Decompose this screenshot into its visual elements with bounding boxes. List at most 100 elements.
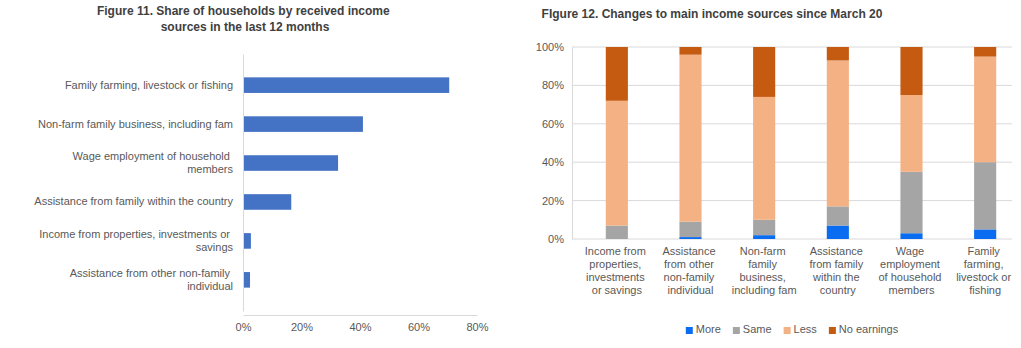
tick-label: Wage employment of household members xyxy=(878,245,944,296)
bar-segment xyxy=(606,101,628,226)
tick: Family farming, livestock or fishing xyxy=(956,239,1014,296)
grid-line xyxy=(572,200,1012,201)
text-line: Wage employment of household xyxy=(73,150,233,162)
tick: Wage employment of household members xyxy=(878,239,944,296)
tick-label: 20% xyxy=(291,321,313,333)
grid-line xyxy=(572,47,1012,48)
tick: Income from properties, investments or s… xyxy=(39,228,243,253)
axis-line xyxy=(572,48,573,240)
tick-label: Assistance from other non-family individ… xyxy=(662,245,718,296)
bar xyxy=(243,116,363,132)
tick: 20% xyxy=(542,195,572,207)
text-line: or savings xyxy=(592,284,643,296)
legend-label: No earnings xyxy=(839,323,899,335)
legend-item: No earnings xyxy=(829,323,899,335)
tick-label: Family farming, livestock or fishing xyxy=(956,245,1014,296)
series xyxy=(606,55,996,226)
tick: 80% xyxy=(466,315,488,333)
bar-segment xyxy=(974,47,996,57)
bar xyxy=(243,272,250,288)
text-line: Family xyxy=(967,245,1002,257)
bar xyxy=(243,233,251,249)
tick-label: Wage employment of household members xyxy=(73,150,234,175)
bar-segment xyxy=(900,233,922,239)
axis-line xyxy=(244,315,478,316)
bar-segment xyxy=(753,47,775,97)
legend: More Same Less No earnings xyxy=(686,323,899,335)
text-line: Figure 11. Share of households by receiv… xyxy=(97,4,393,18)
legend-swatch xyxy=(829,327,836,334)
tick-label: 60% xyxy=(542,118,564,130)
tick-label: 40% xyxy=(349,321,371,333)
text-line: family xyxy=(748,258,780,270)
grid-line xyxy=(572,123,1012,124)
text-line: investments xyxy=(586,271,648,283)
tick-label: Income from properties, investments or s… xyxy=(585,245,649,296)
tick-label: Non-farm family business, including fam xyxy=(38,118,233,130)
grid xyxy=(572,47,1012,239)
text-line: Non-farm family business, including fam xyxy=(38,118,233,130)
text-line: from other xyxy=(664,258,717,270)
bar-segment xyxy=(679,47,701,55)
tick: Wage employment of household members xyxy=(73,150,243,175)
tick-label: 0% xyxy=(548,233,564,245)
tick-label: 40% xyxy=(542,156,564,168)
text-line: individual xyxy=(187,280,233,292)
bar-segment xyxy=(827,226,849,239)
x-axis: 0%20%40%60%80% xyxy=(236,315,489,333)
legend-swatch xyxy=(784,327,791,334)
bar-segment xyxy=(827,206,849,225)
tick-label: Assistance from other non-family individ… xyxy=(70,267,233,292)
text-line: members xyxy=(889,284,935,296)
text-line: sources in the last 12 months xyxy=(161,20,330,34)
tick-label: 100% xyxy=(536,41,564,53)
tick-label: Family farming, livestock or fishing xyxy=(65,79,233,91)
text-line: from family xyxy=(809,258,866,270)
legend-label: More xyxy=(696,323,721,335)
text-line: Assistance xyxy=(810,245,866,257)
tick-label: 80% xyxy=(466,321,488,333)
text-line: employment xyxy=(880,258,943,270)
tick-label: 0% xyxy=(236,321,252,333)
text-line: business, xyxy=(739,271,789,283)
bars xyxy=(243,77,449,287)
bar-segment xyxy=(679,55,701,222)
text-line: Income from xyxy=(585,245,649,257)
tick: Assistance from family within the countr… xyxy=(34,195,243,207)
text-line: of household xyxy=(878,271,944,283)
y-axis: 0%20%40%60%80%100% xyxy=(536,41,573,245)
text-line: including fam xyxy=(732,284,797,296)
text-line: country xyxy=(820,284,857,296)
bar-segment xyxy=(679,237,701,239)
tick: 40% xyxy=(542,156,572,168)
tick-label: Assistance from family within the countr… xyxy=(809,245,866,296)
bar-segment xyxy=(974,229,996,239)
tick: Assistance from family within the countr… xyxy=(809,239,866,296)
tick: Non-farm family business, including fam xyxy=(732,239,797,296)
chart-title: Figure 11. Share of households by receiv… xyxy=(97,4,393,34)
bar-segment xyxy=(753,97,775,220)
tick-label: Non-farm family business, including fam xyxy=(732,245,797,296)
chart-canvas: Figure 11. Share of households by receiv… xyxy=(0,0,1021,348)
legend-item: Less xyxy=(784,323,818,335)
text-line: Family farming, livestock or fishing xyxy=(65,79,233,91)
text-line: farming, xyxy=(964,258,1007,270)
bar-segment xyxy=(606,226,628,239)
bar-segment xyxy=(974,57,996,163)
tick-label: 20% xyxy=(542,195,564,207)
tick: Assistance from other non-family individ… xyxy=(662,239,718,296)
legend-swatch xyxy=(733,327,740,334)
legend-label: Less xyxy=(794,323,818,335)
text-line: within the xyxy=(812,271,863,283)
bar-segment xyxy=(900,95,922,172)
y-axis: Family farming, livestock or fishing Non-… xyxy=(34,55,243,312)
bar-segment xyxy=(753,220,775,235)
tick: Income from properties, investments or s… xyxy=(585,239,649,296)
bar-segment xyxy=(900,172,922,233)
axis-line xyxy=(243,55,244,312)
text-line: savings xyxy=(196,241,234,253)
grid-line xyxy=(572,85,1012,86)
text-line: livestock or xyxy=(956,271,1014,283)
bar xyxy=(243,194,291,210)
legend-label: Same xyxy=(743,323,772,335)
